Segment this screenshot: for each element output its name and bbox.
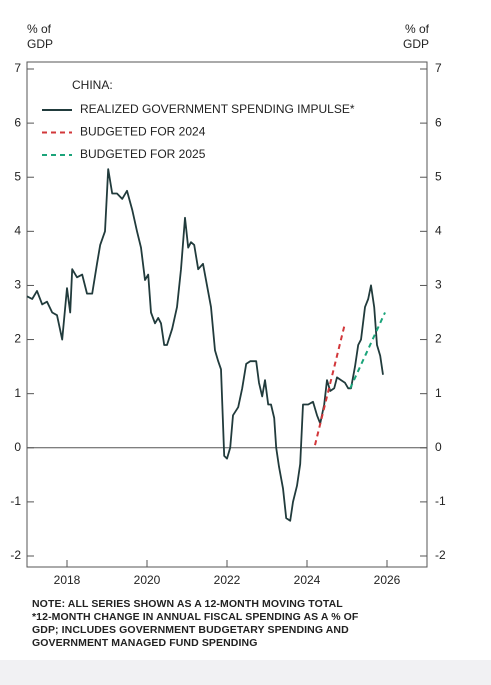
y-axis-label: % of GDP — [27, 22, 54, 51]
x-tick-label: 2022 — [214, 573, 241, 587]
y2-tick-label: 1 — [435, 386, 442, 400]
y2-tick-label: 5 — [435, 169, 442, 183]
y-tick-label: 0 — [14, 440, 21, 454]
y2-tick-label: 3 — [435, 278, 442, 292]
chart: CHINA: -2 -2 -1 -1 0 0 1 1 2 2 3 3 4 4 5 5 6 6 7 7 2018 2020 2… — [10, 61, 446, 587]
y2-tick-label: 4 — [435, 224, 442, 238]
y2-tick-label: 0 — [435, 440, 442, 454]
y-tick-label: 6 — [14, 115, 21, 129]
y-tick-label: -2 — [10, 548, 21, 562]
x-tick-label: 2026 — [374, 573, 401, 587]
y2-tick-label: -2 — [435, 548, 446, 562]
legend-label: BUDGETED FOR 2024 — [80, 125, 206, 139]
legend-label: BUDGETED FOR 2025 — [80, 147, 206, 161]
legend-label: REALIZED GOVERNMENT SPENDING IMPULSE* — [80, 102, 355, 116]
y-tick-label: -1 — [10, 494, 21, 508]
note-line: *12-MONTH CHANGE IN ANNUAL FISCAL SPENDI… — [32, 611, 359, 623]
y-tick-label: 5 — [14, 169, 21, 183]
x-tick-label: 2018 — [54, 573, 81, 587]
note-line: GDP; INCLUDES GOVERNMENT BUDGETARY SPEND… — [32, 624, 349, 636]
legend-title: CHINA: — [72, 78, 113, 92]
y2-tick-label: -1 — [435, 494, 446, 508]
series-line — [349, 312, 386, 389]
series-line — [314, 323, 346, 446]
y-tick-label: 7 — [14, 61, 21, 75]
y-tick-label: 4 — [14, 224, 21, 238]
x-tick-label: 2024 — [294, 573, 321, 587]
footer-band — [0, 660, 491, 685]
notes: NOTE: ALL SERIES SHOWN AS A 12-MONTH MOV… — [32, 598, 358, 650]
y-tick-label: 2 — [14, 332, 21, 346]
y-tick-label: 1 — [14, 386, 21, 400]
x-tick-label: 2020 — [134, 573, 161, 587]
y-tick-label: 3 — [14, 278, 21, 292]
series-line — [26, 168, 384, 522]
y2-tick-label: 2 — [435, 332, 442, 346]
note-line: NOTE: ALL SERIES SHOWN AS A 12-MONTH MOV… — [32, 598, 343, 610]
y2-tick-label: 7 — [435, 61, 442, 75]
y2-tick-label: 6 — [435, 115, 442, 129]
note-line: GOVERNMENT MANAGED FUND SPENDING — [32, 637, 258, 649]
y2-axis-label: % of GDP — [402, 22, 429, 51]
